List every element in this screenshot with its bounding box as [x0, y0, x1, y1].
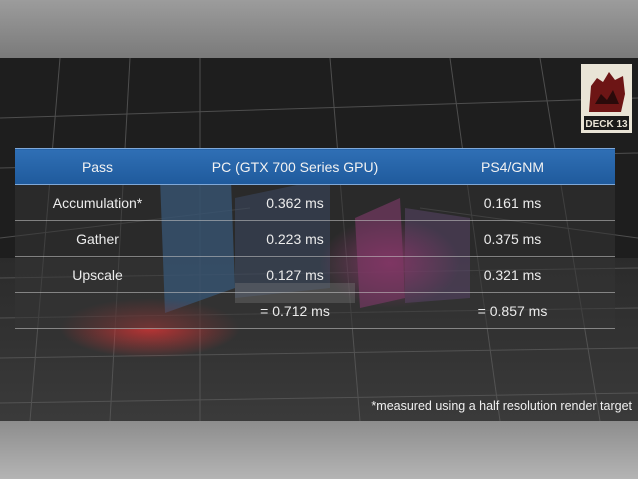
- cell-ps4: 0.161 ms: [410, 184, 615, 221]
- footnote: *measured using a half resolution render…: [371, 399, 632, 413]
- cell-pc: 0.127 ms: [180, 256, 410, 293]
- header-pass: Pass: [15, 148, 180, 185]
- table-total-row: = 0.712 ms = 0.857 ms: [15, 292, 615, 329]
- cell-pc: 0.362 ms: [180, 184, 410, 221]
- deck13-logo: DECK 13: [581, 64, 632, 133]
- cell-pass: Accumulation*: [15, 184, 180, 221]
- cell-ps4: 0.321 ms: [410, 256, 615, 293]
- cell-pass: Upscale: [15, 256, 180, 293]
- table-header-row: Pass PC (GTX 700 Series GPU) PS4/GNM: [15, 148, 615, 185]
- cell-pass: Gather: [15, 220, 180, 257]
- cell-pc: 0.223 ms: [180, 220, 410, 257]
- logo-wordmark: DECK 13: [585, 119, 628, 130]
- top-margin-band: [0, 0, 638, 58]
- table-row: Upscale 0.127 ms 0.321 ms: [15, 256, 615, 293]
- bottom-margin-band: [0, 421, 638, 479]
- slide: DECK 13 Pass PC (GTX 700 Series GPU) PS4…: [0, 58, 638, 421]
- table-row: Gather 0.223 ms 0.375 ms: [15, 220, 615, 257]
- cell-pc-total: = 0.712 ms: [180, 292, 410, 329]
- cell-ps4: 0.375 ms: [410, 220, 615, 257]
- header-pc: PC (GTX 700 Series GPU): [180, 148, 410, 185]
- header-ps4: PS4/GNM: [410, 148, 615, 185]
- cell-ps4-total: = 0.857 ms: [410, 292, 615, 329]
- timing-table: Pass PC (GTX 700 Series GPU) PS4/GNM Acc…: [15, 148, 615, 329]
- cell-pass: [15, 292, 180, 329]
- table-row: Accumulation* 0.362 ms 0.161 ms: [15, 184, 615, 221]
